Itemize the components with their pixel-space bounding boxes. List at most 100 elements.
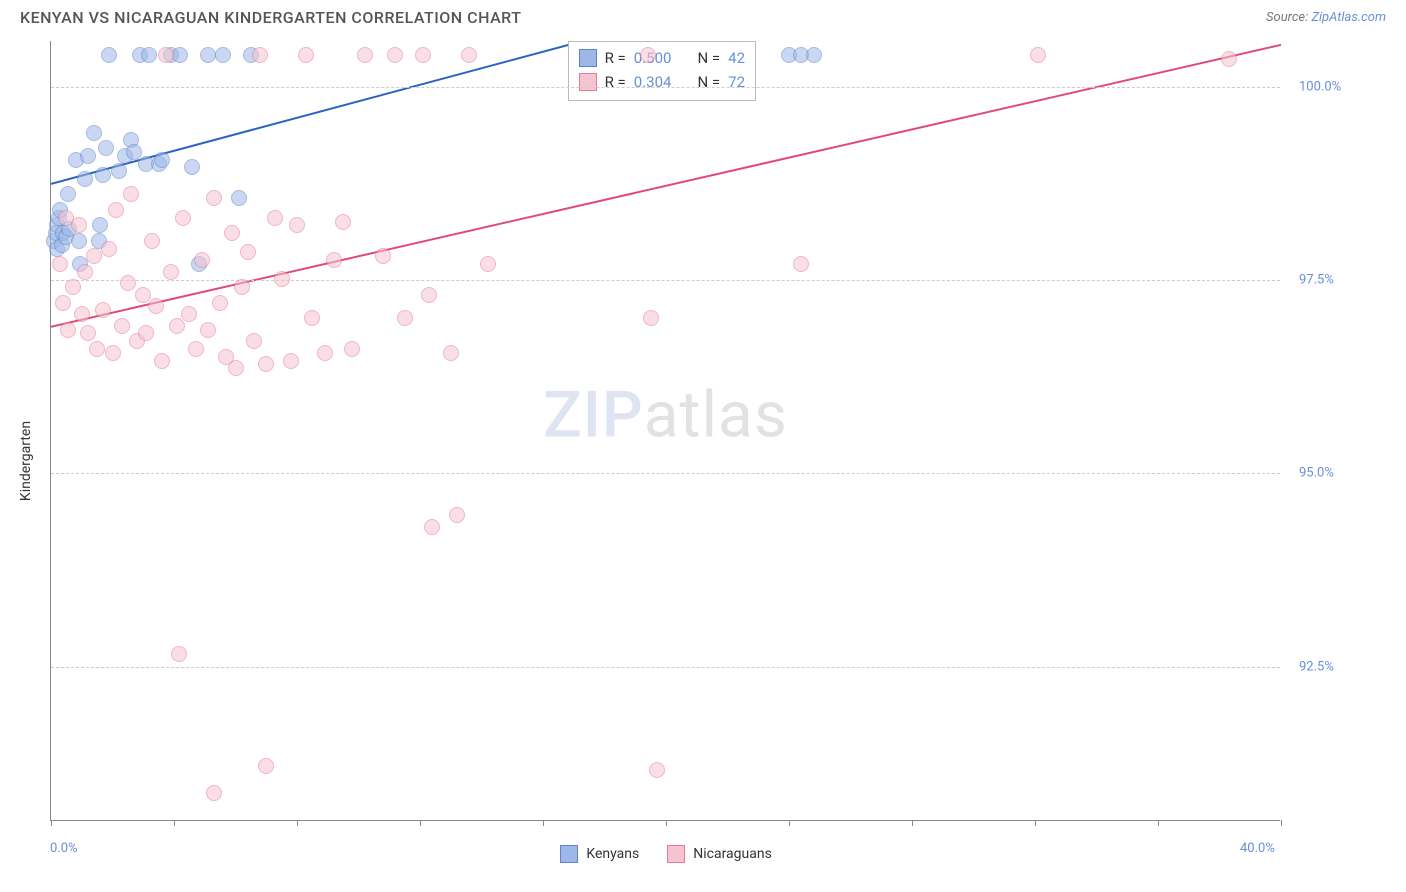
data-point (184, 159, 200, 175)
data-point (397, 310, 413, 326)
data-point (258, 758, 274, 774)
data-point (172, 47, 188, 63)
data-point (154, 152, 170, 168)
data-point (649, 762, 665, 778)
data-point (215, 47, 231, 63)
data-point (77, 264, 93, 280)
data-point (123, 186, 139, 202)
data-point (267, 210, 283, 226)
source-link[interactable]: ZipAtlas.com (1311, 10, 1386, 25)
x-tick-label: 40.0% (1240, 841, 1275, 856)
gridline (51, 667, 1280, 668)
trend-line (51, 41, 583, 184)
data-point (1221, 51, 1237, 67)
data-point (421, 287, 437, 303)
source-attribution: Source: ZipAtlas.com (1266, 10, 1386, 25)
data-point (326, 252, 342, 268)
data-point (194, 252, 210, 268)
x-tick (789, 820, 790, 826)
data-point (240, 244, 256, 260)
data-point (60, 322, 76, 338)
data-point (206, 785, 222, 801)
data-point (234, 279, 250, 295)
gridline (51, 473, 1280, 474)
data-point (806, 47, 822, 63)
data-point (289, 217, 305, 233)
x-tick (666, 820, 667, 826)
data-point (224, 225, 240, 241)
x-tick (1158, 820, 1159, 826)
data-point (60, 186, 76, 202)
stats-row: R =0.304N =72 (579, 70, 745, 94)
data-point (105, 345, 121, 361)
data-point (175, 210, 191, 226)
data-point (640, 47, 656, 63)
data-point (71, 233, 87, 249)
data-point (246, 333, 262, 349)
data-point (231, 190, 247, 206)
legend-item: Kenyans (560, 845, 639, 863)
data-point (793, 256, 809, 272)
data-point (52, 256, 68, 272)
x-tick-label: 0.0% (50, 841, 78, 856)
data-point (86, 248, 102, 264)
chart-title: KENYAN VS NICARAGUAN KINDERGARTEN CORREL… (20, 8, 521, 27)
chart-header: KENYAN VS NICARAGUAN KINDERGARTEN CORREL… (0, 0, 1406, 31)
stat-R-label: R = (605, 46, 626, 70)
stat-N-value: 72 (728, 70, 745, 94)
data-point (283, 353, 299, 369)
data-point (144, 233, 160, 249)
data-point (424, 519, 440, 535)
y-tick-label: 100.0% (1299, 80, 1341, 95)
data-point (74, 306, 90, 322)
data-point (111, 163, 127, 179)
x-tick (420, 820, 421, 826)
data-point (154, 353, 170, 369)
legend-item: Nicaraguans (667, 845, 772, 863)
data-point (169, 318, 185, 334)
y-tick-label: 97.5% (1299, 273, 1334, 288)
data-point (98, 140, 114, 156)
data-point (188, 341, 204, 357)
data-point (443, 345, 459, 361)
x-tick (912, 820, 913, 826)
stat-N-value: 42 (728, 46, 745, 70)
data-point (387, 47, 403, 63)
data-point (228, 360, 244, 376)
y-tick-label: 95.0% (1299, 466, 1334, 481)
y-axis-label: Kindergarten (18, 421, 34, 501)
stat-N-label: N = (697, 70, 720, 94)
watermark-zip: ZIP (543, 377, 644, 452)
x-tick (297, 820, 298, 826)
source-prefix: Source: (1266, 10, 1311, 25)
data-point (92, 217, 108, 233)
data-point (212, 295, 228, 311)
data-point (200, 322, 216, 338)
data-point (71, 217, 87, 233)
data-point (80, 325, 96, 341)
legend-swatch (667, 845, 685, 863)
data-point (148, 298, 164, 314)
data-point (252, 47, 268, 63)
data-point (101, 47, 117, 63)
data-point (158, 47, 174, 63)
x-tick (51, 820, 52, 826)
legend: Kenyans Nicaraguans (560, 845, 771, 863)
data-point (206, 190, 222, 206)
series-swatch (579, 49, 597, 67)
data-point (163, 264, 179, 280)
data-point (95, 167, 111, 183)
data-point (55, 295, 71, 311)
data-point (298, 47, 314, 63)
data-point (415, 47, 431, 63)
stat-R-label: R = (605, 70, 626, 94)
data-point (200, 47, 216, 63)
data-point (171, 646, 187, 662)
data-point (461, 47, 477, 63)
x-tick (543, 820, 544, 826)
watermark-atlas: atlas (644, 377, 788, 452)
legend-label: Nicaraguans (693, 846, 772, 862)
data-point (120, 275, 136, 291)
chart-container: Kindergarten ZIPatlas R =0.500N =42R =0.… (0, 31, 1406, 881)
data-point (274, 271, 290, 287)
